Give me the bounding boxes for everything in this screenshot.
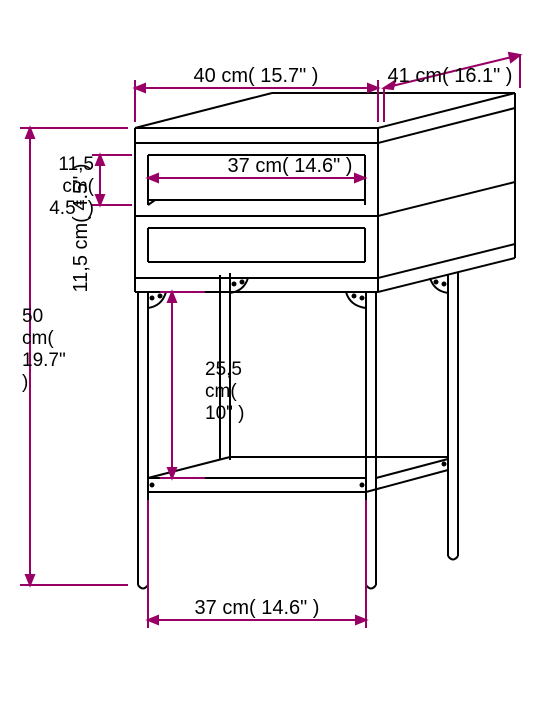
label-depth-top: 41 cm( 16.1" ) [388,65,513,87]
svg-text:19.7": 19.7" [22,350,66,371]
svg-text:cm(: cm( [62,176,94,197]
svg-text:11,5: 11,5 [58,154,94,175]
svg-text:50: 50 [22,306,43,327]
svg-text:): ) [22,372,28,393]
svg-text:10" ): 10" ) [205,403,244,424]
dimension-labels: 40 cm( 15.7" ) 41 cm( 16.1" ) 37 cm( 14.… [22,65,512,619]
svg-text:cm(: cm( [22,328,54,349]
svg-text:cm(: cm( [205,381,237,402]
label-inner-width-bottom: 37 cm( 14.6" ) [195,597,320,619]
svg-text:4.5" ): 4.5" ) [49,198,94,219]
svg-text:25,5: 25,5 [205,359,242,380]
label-inner-width-top: 37 cm( 14.6" ) [228,155,353,177]
label-width-top: 40 cm( 15.7" ) [194,65,319,87]
dimension-lines [20,53,520,628]
dimension-drawing: 40 cm( 15.7" ) 41 cm( 16.1" ) 37 cm( 14.… [0,0,540,720]
